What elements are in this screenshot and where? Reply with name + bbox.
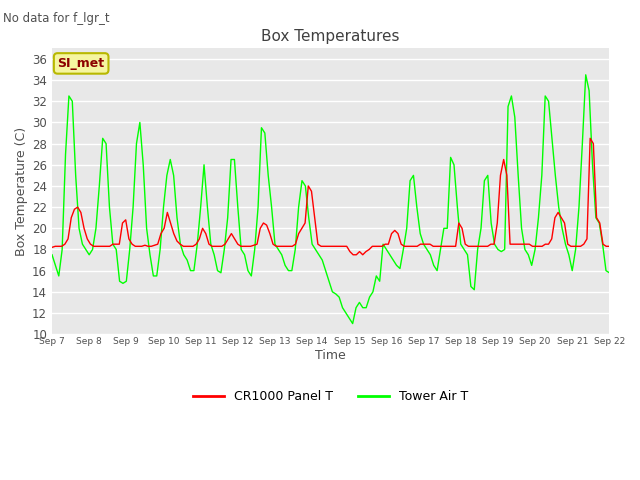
Title: Box Temperatures: Box Temperatures: [262, 29, 400, 44]
X-axis label: Time: Time: [316, 348, 346, 362]
Y-axis label: Box Temperature (C): Box Temperature (C): [15, 127, 28, 256]
Legend: CR1000 Panel T, Tower Air T: CR1000 Panel T, Tower Air T: [188, 385, 474, 408]
Text: SI_met: SI_met: [58, 57, 105, 70]
Text: No data for f_lgr_t: No data for f_lgr_t: [3, 12, 110, 25]
